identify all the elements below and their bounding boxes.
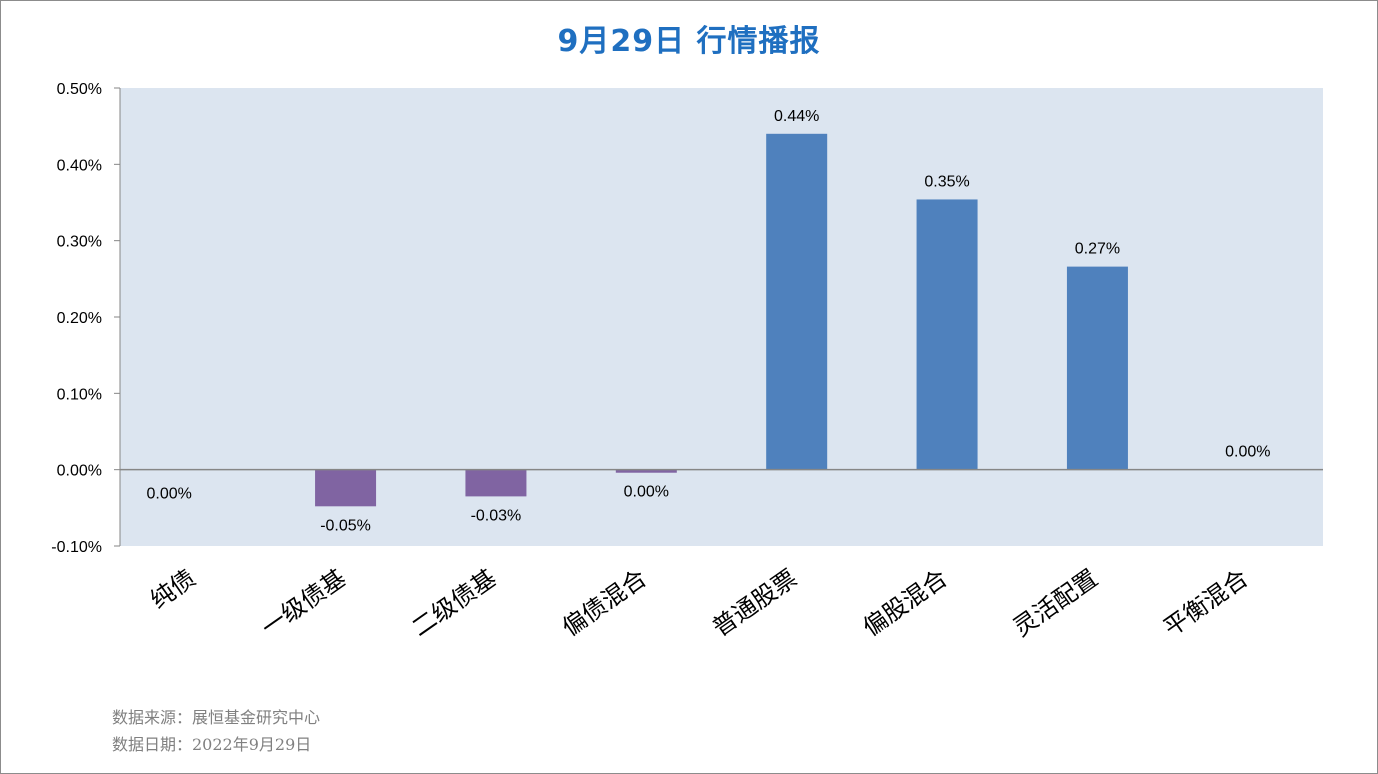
bar-4 — [615, 469, 677, 473]
data-label: -0.03% — [471, 507, 522, 524]
bar-5 — [766, 133, 828, 470]
y-tick-label: 0.10% — [57, 386, 102, 403]
category-label: 平衡混合 — [1159, 564, 1254, 642]
y-tick-label: 0.00% — [57, 463, 102, 480]
category-label: 偏股混合 — [858, 564, 953, 642]
category-label: 纯债 — [145, 564, 200, 614]
data-label: 0.00% — [147, 486, 192, 503]
data-label: 0.00% — [624, 484, 669, 501]
y-tick-label: 0.40% — [57, 157, 102, 174]
data-label: 0.00% — [1225, 444, 1270, 461]
y-tick-label: -0.10% — [51, 539, 102, 556]
category-label: 普通股票 — [707, 564, 802, 642]
bar-2 — [315, 469, 377, 507]
bar-3 — [465, 469, 527, 497]
footer: 数据来源：展恒基金研究中心 数据日期：2022年9月29日 — [112, 704, 320, 758]
data-source-note: 数据来源：展恒基金研究中心 — [112, 708, 321, 727]
data-label: 0.35% — [924, 173, 969, 190]
y-tick-label: 0.20% — [57, 310, 102, 327]
category-label: 二级债基 — [407, 564, 502, 642]
data-label: 0.27% — [1075, 241, 1120, 258]
y-tick-label: 0.50% — [57, 81, 102, 98]
plot-area — [120, 88, 1323, 546]
category-label: 一级债基 — [256, 564, 351, 642]
bar-6 — [916, 199, 978, 470]
category-label: 灵活配置 — [1008, 564, 1103, 642]
bar-7 — [1066, 266, 1128, 470]
y-tick-label: 0.30% — [57, 234, 102, 251]
data-label: -0.05% — [320, 517, 371, 534]
data-date-note: 数据日期：2022年9月29日 — [112, 735, 312, 754]
chart-title: 9月29日 行情播报 — [557, 24, 821, 59]
data-label: 0.44% — [774, 108, 819, 125]
category-label: 偏债混合 — [557, 564, 652, 642]
